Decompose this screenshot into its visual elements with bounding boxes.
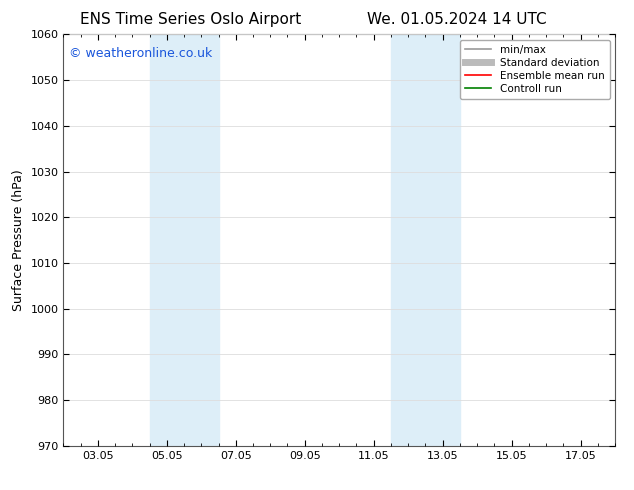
Text: ENS Time Series Oslo Airport: ENS Time Series Oslo Airport (80, 12, 301, 27)
Y-axis label: Surface Pressure (hPa): Surface Pressure (hPa) (12, 169, 25, 311)
Text: © weatheronline.co.uk: © weatheronline.co.uk (69, 47, 212, 60)
Bar (150, 34, 219, 446)
Bar (391, 34, 460, 446)
Legend: min/max, Standard deviation, Ensemble mean run, Controll run: min/max, Standard deviation, Ensemble me… (460, 40, 610, 99)
Text: We. 01.05.2024 14 UTC: We. 01.05.2024 14 UTC (366, 12, 547, 27)
